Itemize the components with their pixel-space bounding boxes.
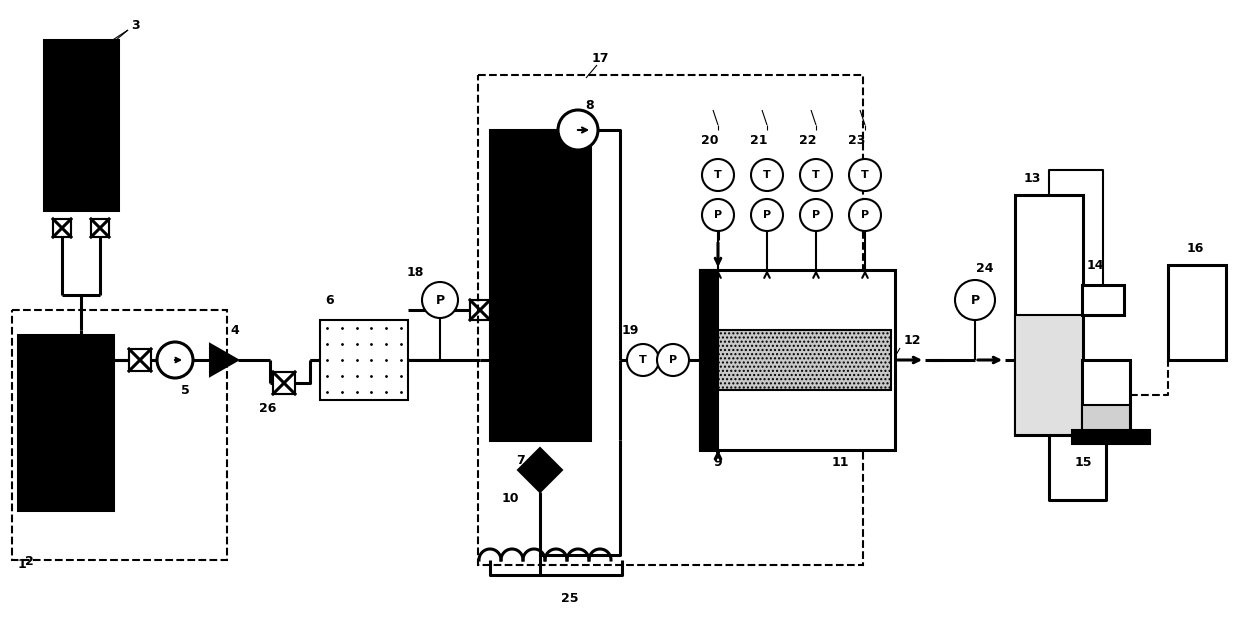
Bar bbox=[704, 330, 892, 390]
Bar bbox=[320, 320, 408, 400]
Bar bbox=[490, 130, 590, 440]
Bar bbox=[1168, 265, 1226, 360]
Circle shape bbox=[657, 344, 689, 376]
Circle shape bbox=[702, 159, 734, 191]
Bar bbox=[1083, 405, 1130, 430]
Bar bbox=[129, 349, 151, 371]
Text: T: T bbox=[763, 170, 771, 180]
Circle shape bbox=[627, 344, 658, 376]
Circle shape bbox=[849, 159, 880, 191]
Bar bbox=[91, 219, 109, 237]
Text: 26: 26 bbox=[259, 402, 277, 415]
Text: 11: 11 bbox=[831, 455, 848, 468]
Text: 13: 13 bbox=[1023, 172, 1040, 185]
Polygon shape bbox=[210, 344, 238, 376]
Text: 25: 25 bbox=[562, 591, 579, 604]
Text: 4: 4 bbox=[231, 323, 239, 336]
Text: T: T bbox=[639, 355, 647, 365]
Bar bbox=[53, 219, 71, 237]
Text: 1: 1 bbox=[19, 558, 27, 571]
Text: 19: 19 bbox=[621, 323, 639, 336]
Text: 15: 15 bbox=[1074, 455, 1091, 468]
Text: 9: 9 bbox=[714, 455, 723, 468]
Text: P: P bbox=[861, 210, 869, 220]
Text: 5: 5 bbox=[181, 384, 190, 397]
Text: 8: 8 bbox=[585, 98, 594, 111]
Circle shape bbox=[157, 342, 193, 378]
Text: 2: 2 bbox=[25, 555, 33, 568]
Text: 3: 3 bbox=[130, 19, 139, 32]
Polygon shape bbox=[518, 448, 562, 492]
Bar bbox=[1016, 195, 1083, 435]
Text: 18: 18 bbox=[407, 266, 424, 279]
Circle shape bbox=[751, 159, 782, 191]
Text: P: P bbox=[971, 294, 980, 307]
Bar bbox=[470, 300, 490, 320]
Text: 20: 20 bbox=[702, 133, 719, 146]
Text: 16: 16 bbox=[1187, 242, 1204, 255]
Text: T: T bbox=[812, 170, 820, 180]
Bar bbox=[273, 372, 295, 394]
Circle shape bbox=[558, 110, 598, 150]
Circle shape bbox=[955, 280, 994, 320]
Text: 12: 12 bbox=[903, 334, 921, 347]
Text: 22: 22 bbox=[800, 133, 817, 146]
Bar bbox=[477, 75, 863, 565]
Text: 6: 6 bbox=[326, 294, 335, 307]
Text: 7: 7 bbox=[516, 454, 525, 467]
Bar bbox=[701, 270, 895, 450]
Text: 24: 24 bbox=[976, 261, 993, 274]
Circle shape bbox=[800, 159, 832, 191]
Bar bbox=[19, 335, 113, 510]
Text: 10: 10 bbox=[501, 491, 518, 504]
Text: P: P bbox=[435, 294, 445, 307]
Bar bbox=[1073, 430, 1149, 444]
Text: T: T bbox=[714, 170, 722, 180]
Text: P: P bbox=[714, 210, 722, 220]
Circle shape bbox=[849, 199, 880, 231]
Text: P: P bbox=[763, 210, 771, 220]
Text: T: T bbox=[861, 170, 869, 180]
Bar bbox=[1083, 285, 1123, 315]
Bar bbox=[1016, 315, 1083, 435]
Text: 23: 23 bbox=[848, 133, 866, 146]
Bar bbox=[701, 270, 718, 450]
Text: 21: 21 bbox=[750, 133, 768, 146]
Circle shape bbox=[751, 199, 782, 231]
Bar bbox=[43, 40, 81, 210]
Bar bbox=[82, 40, 118, 210]
Circle shape bbox=[422, 282, 458, 318]
Circle shape bbox=[800, 199, 832, 231]
Text: P: P bbox=[668, 355, 677, 365]
Bar bbox=[12, 310, 227, 560]
Text: P: P bbox=[812, 210, 820, 220]
Bar bbox=[1083, 360, 1130, 430]
Text: 14: 14 bbox=[1086, 258, 1104, 271]
Text: 17: 17 bbox=[591, 51, 609, 64]
Circle shape bbox=[702, 199, 734, 231]
